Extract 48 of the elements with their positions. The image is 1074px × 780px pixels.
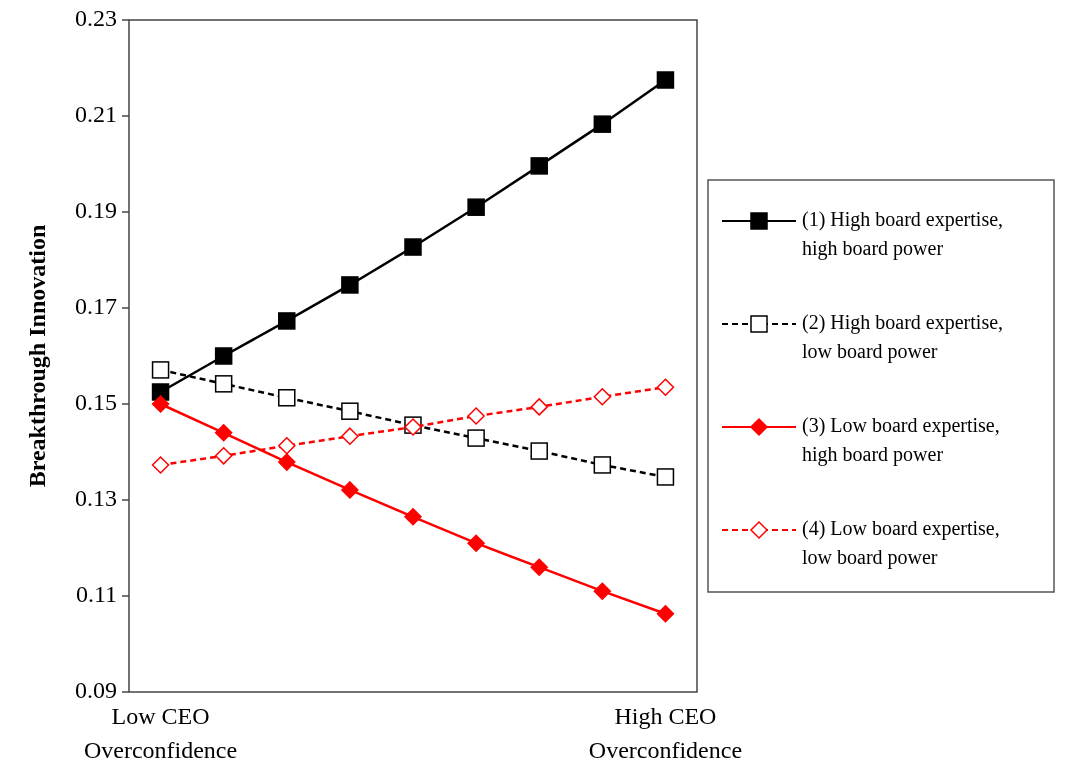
point	[467, 534, 485, 552]
point	[151, 456, 170, 474]
legend-label: (3) Low board expertise, high board power	[802, 413, 1000, 466]
point	[214, 447, 233, 465]
point	[341, 427, 359, 445]
point	[467, 407, 485, 425]
point	[593, 115, 612, 133]
y-axis-title: Breakthrough Innovation	[24, 224, 50, 488]
point	[593, 388, 612, 406]
point	[467, 429, 485, 447]
point	[530, 442, 548, 460]
point	[151, 361, 170, 379]
point	[530, 558, 548, 576]
point	[214, 375, 233, 393]
point	[530, 398, 548, 416]
y-tick-label: 0.21	[75, 100, 117, 127]
y-tick-label: 0.13	[75, 484, 117, 511]
point	[467, 198, 485, 216]
y-tick-label: 0.17	[75, 292, 117, 319]
point	[656, 605, 675, 623]
x-tick-label: Low CEO Overconfidence	[83, 703, 238, 763]
point	[214, 424, 233, 442]
y-tick-label: 0.15	[75, 388, 117, 415]
point	[656, 378, 675, 396]
point	[214, 347, 233, 365]
point	[593, 456, 612, 474]
point	[404, 508, 422, 526]
point	[278, 437, 296, 455]
legend-label: (2) High board expertise, low board power	[802, 310, 1004, 363]
y-tick-label: 0.19	[75, 196, 117, 223]
y-tick-label: 0.11	[75, 580, 117, 607]
y-tick-label: 0.09	[75, 676, 117, 703]
y-tick-label: 0.23	[75, 4, 117, 31]
legend-label: (1) High board expertise, high board power	[802, 207, 1004, 260]
point	[530, 157, 548, 175]
point	[278, 312, 296, 330]
point	[151, 395, 170, 413]
point	[341, 481, 359, 499]
point	[656, 468, 675, 486]
point	[656, 71, 675, 89]
point	[404, 238, 422, 256]
legend-label: (4) Low board expertise, low board power	[802, 516, 1000, 569]
point	[593, 582, 612, 600]
point	[341, 402, 359, 420]
point	[278, 453, 296, 471]
point	[341, 276, 359, 294]
x-tick-label: High CEO Overconfidence	[588, 703, 743, 763]
point	[278, 389, 296, 407]
